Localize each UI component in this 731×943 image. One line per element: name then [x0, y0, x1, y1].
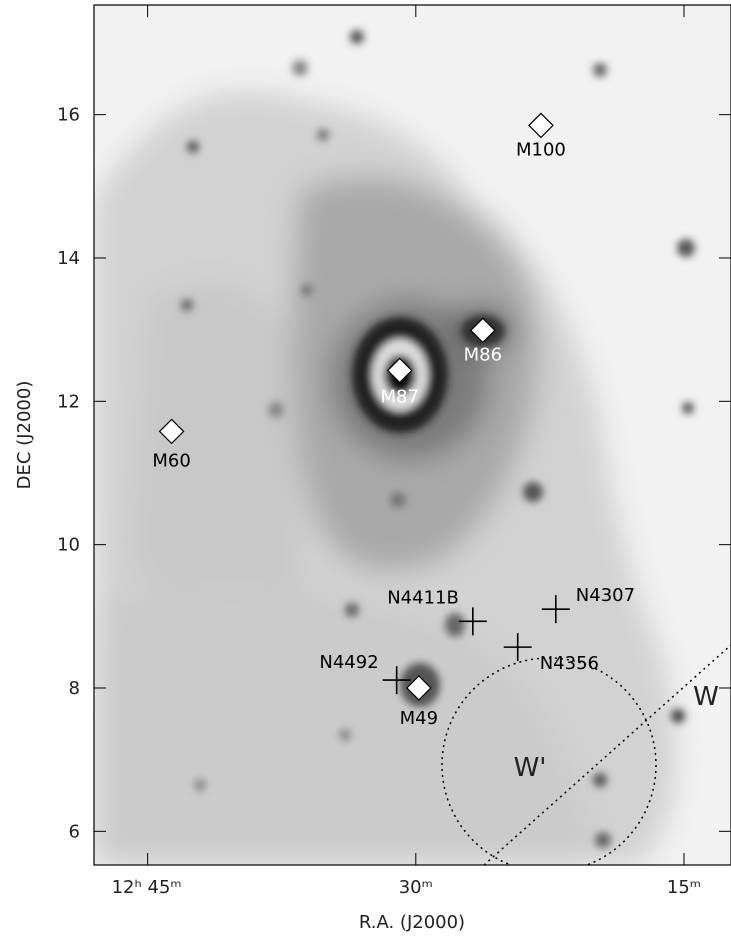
x-tick-label: 12ʰ 45ᵐ [112, 877, 182, 898]
x-tick-label: 15ᵐ [667, 877, 701, 898]
diamond-marker [158, 418, 185, 445]
point-label: M60 [152, 450, 190, 471]
cross-marker [503, 633, 532, 662]
point-label: M87 [380, 387, 418, 408]
plot-frame [93, 4, 731, 866]
point-label: N4411B [387, 587, 459, 608]
diamond-marker [386, 357, 413, 384]
point-label: N4307 [576, 585, 635, 606]
y-tick-label: 10 [57, 535, 80, 556]
y-tick-label: 14 [57, 248, 80, 269]
x-tick-label: 30ᵐ [399, 877, 433, 898]
cross-marker [541, 595, 570, 624]
annotation: W' [514, 753, 547, 783]
cross-marker [458, 607, 487, 636]
y-axis-label: DEC (J2000) [14, 381, 35, 490]
image-background [94, 5, 731, 865]
point-label: M86 [464, 344, 502, 365]
y-tick-label: 16 [57, 105, 80, 126]
cross-marker [382, 666, 411, 695]
point-label: M49 [400, 708, 438, 729]
y-tick-label: 12 [57, 391, 80, 412]
point-label: N4492 [319, 652, 378, 673]
annotation: W [693, 682, 719, 712]
diamond-marker [470, 317, 496, 344]
point-label: N4356 [540, 653, 599, 674]
y-tick-label: 6 [69, 821, 80, 842]
diamond-marker [528, 112, 554, 139]
point-label: M100 [516, 139, 566, 160]
y-tick-label: 8 [69, 678, 80, 699]
x-axis-label: R.A. (J2000) [359, 912, 465, 933]
diamond-marker [405, 675, 432, 701]
